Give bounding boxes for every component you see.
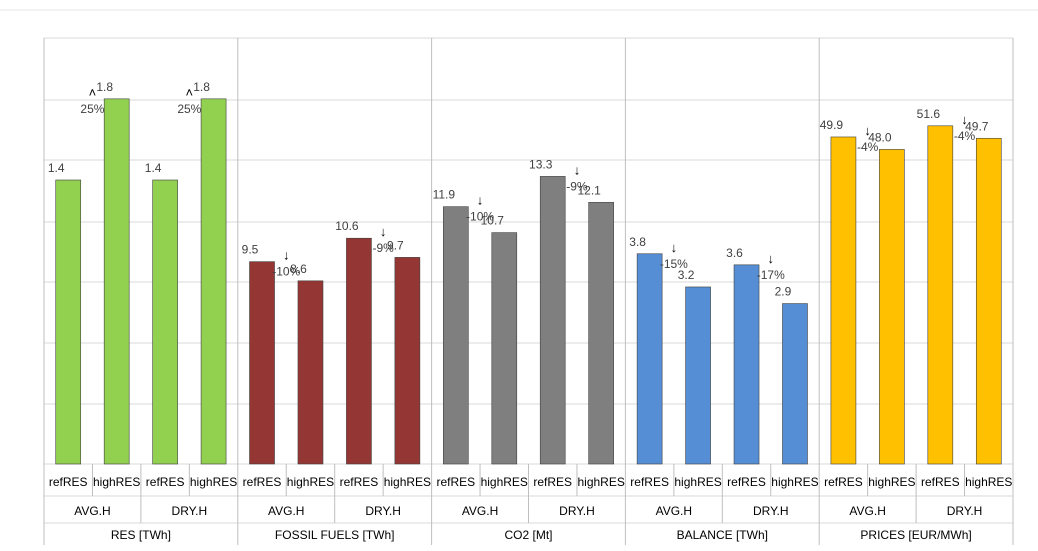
bar-0-0-1 [103, 98, 130, 465]
series-label-1-0-0: refRES [243, 475, 282, 489]
subgroup-label-2-1: DRY.H [559, 504, 595, 518]
series-label-4-1-0: refRES [921, 475, 960, 489]
series-label-1-0-1: highRES [287, 475, 334, 489]
series-label-2-1-1: highRES [577, 475, 624, 489]
bar-4-0-0 [830, 136, 857, 465]
change-arrow-4-0: ↓ [864, 123, 871, 138]
series-label-4-1-1: highRES [965, 475, 1012, 489]
bar-0-0-0 [55, 179, 82, 465]
bar-3-1-0 [733, 264, 760, 465]
subgroup-label-1-0: AVG.H [268, 504, 304, 518]
value-label-0-1-1: 1.8 [193, 80, 210, 94]
series-label-1-1-1: highRES [384, 475, 431, 489]
change-arrow-2-1: ↓ [574, 162, 581, 177]
series-label-2-0-1: highRES [481, 475, 528, 489]
bar-4-1-1 [975, 137, 1002, 465]
series-label-2-0-0: refRES [436, 475, 475, 489]
value-label-4-1-0: 51.6 [917, 107, 941, 121]
bar-0-1-0 [152, 179, 178, 465]
change-arrow-0-1: ˄ [186, 85, 194, 100]
value-label-4-1-1: 49.7 [965, 119, 989, 133]
bar-0-1-1 [200, 98, 227, 465]
change-arrow-3-0: ↓ [671, 240, 678, 255]
subgroup-label-3-0: AVG.H [656, 504, 692, 518]
group-label-1: FOSSIL FUELS [TWh] [275, 528, 395, 542]
bar-3-1-1 [782, 303, 808, 465]
series-label-4-0-0: refRES [824, 475, 863, 489]
change-arrow-2-0: ↓ [477, 193, 484, 208]
change-label-1-1: -9% [372, 241, 394, 255]
value-label-2-1-0: 13.3 [529, 157, 553, 171]
series-label-1-1-0: refRES [340, 475, 379, 489]
subgroup-label-3-1: DRY.H [753, 504, 789, 518]
value-label-0-0-1: 1.8 [96, 80, 113, 94]
change-label-0-0: 25% [80, 102, 104, 116]
bar-2-1-0 [539, 176, 566, 465]
subgroup-label-0-0: AVG.H [74, 504, 110, 518]
subgroup-label-1-1: DRY.H [365, 504, 401, 518]
bar-1-0-0 [249, 261, 275, 465]
series-label-3-0-1: highRES [674, 475, 721, 489]
series-label-3-0-0: refRES [630, 475, 669, 489]
bar-2-0-1 [491, 232, 518, 465]
series-label-2-1-0: refRES [533, 475, 572, 489]
bar-1-1-1 [394, 257, 421, 465]
value-label-0-0-0: 1.4 [48, 161, 65, 175]
series-label-0-0-0: refRES [49, 475, 88, 489]
value-label-1-1-1: 9.7 [387, 238, 404, 252]
change-label-1-0: -10% [272, 265, 300, 279]
value-label-3-0-1: 3.2 [678, 268, 695, 282]
value-label-1-1-0: 10.6 [335, 219, 359, 233]
value-label-3-1-0: 3.6 [726, 246, 743, 260]
change-label-2-0: -10% [466, 210, 494, 224]
group-label-4: PRICES [EUR/MWh] [860, 528, 971, 542]
change-arrow-1-0: ↓ [283, 248, 290, 263]
bar-4-1-0 [927, 125, 954, 465]
group-label-2: CO2 [Mt] [504, 528, 552, 542]
bar-2-0-0 [443, 206, 469, 465]
value-label-2-1-1: 12.1 [577, 183, 601, 197]
group-label-3: BALANCE [TWh] [677, 528, 768, 542]
bar-4-0-1 [879, 149, 905, 465]
change-label-2-1: -9% [566, 179, 588, 193]
series-label-3-1-1: highRES [771, 475, 818, 489]
bar-3-0-0 [636, 253, 663, 465]
bar-1-1-0 [346, 237, 372, 465]
bar-1-0-1 [297, 280, 324, 465]
bar-2-1-1 [588, 202, 614, 465]
value-label-0-1-0: 1.4 [145, 161, 162, 175]
change-label-3-0: -15% [660, 257, 688, 271]
bar-3-0-1 [685, 286, 711, 465]
subgroup-label-4-0: AVG.H [849, 504, 885, 518]
group-label-0: RES [TWh] [111, 528, 171, 542]
value-label-1-0-0: 9.5 [242, 243, 259, 257]
value-label-2-0-0: 11.9 [433, 188, 456, 202]
change-label-4-1: -4% [954, 129, 976, 143]
subgroup-label-2-0: AVG.H [462, 504, 498, 518]
change-arrow-0-0: ˄ [89, 85, 97, 100]
change-arrow-1-1: ↓ [380, 224, 387, 239]
value-label-4-0-0: 49.9 [820, 118, 844, 132]
value-label-2-0-1: 10.7 [481, 214, 505, 228]
value-label-1-0-1: 8.6 [290, 262, 307, 276]
series-label-4-0-1: highRES [868, 475, 915, 489]
change-arrow-4-1: ↓ [961, 112, 968, 127]
series-label-0-0-1: highRES [93, 475, 140, 489]
series-label-0-1-0: refRES [146, 475, 185, 489]
value-label-4-0-1: 48.0 [868, 130, 892, 144]
change-arrow-3-1: ↓ [768, 251, 775, 266]
change-label-4-0: -4% [857, 140, 879, 154]
series-label-0-1-1: highRES [190, 475, 237, 489]
change-label-3-1: -17% [757, 268, 785, 282]
value-label-3-1-1: 2.9 [775, 285, 792, 299]
change-label-0-1: 25% [177, 102, 201, 116]
series-label-3-1-0: refRES [727, 475, 766, 489]
subgroup-label-0-1: DRY.H [172, 504, 208, 518]
value-label-3-0-0: 3.8 [629, 235, 646, 249]
subgroup-label-4-1: DRY.H [947, 504, 983, 518]
